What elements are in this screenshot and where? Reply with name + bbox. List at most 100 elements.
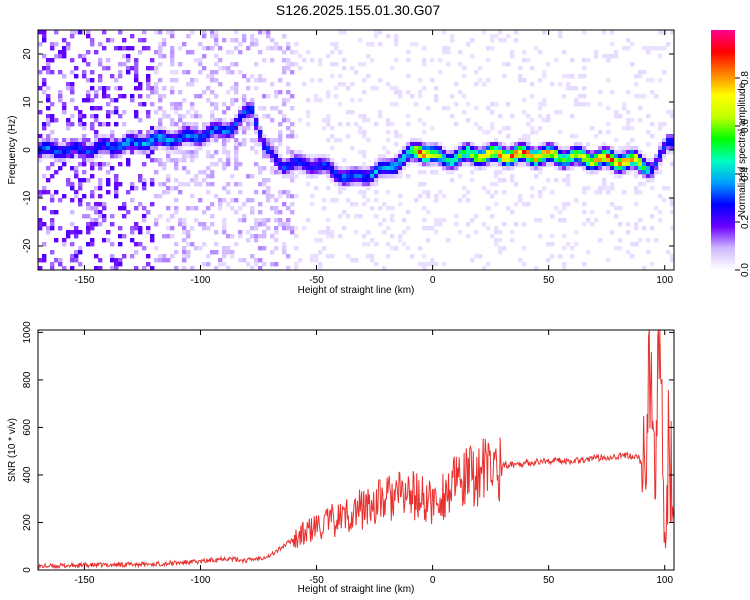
heatmap-cell: [54, 142, 59, 147]
heatmap-cell: [258, 222, 263, 227]
heatmap-cell: [638, 166, 643, 171]
heatmap-cell: [150, 126, 155, 131]
heatmap-cell: [502, 142, 507, 147]
heatmap-cell: [294, 134, 299, 139]
heatmap-cell: [286, 46, 291, 51]
heatmap-cell: [102, 146, 107, 151]
heatmap-cell: [582, 146, 587, 151]
heatmap-cell: [374, 178, 379, 183]
heatmap-cell: [586, 170, 591, 175]
heatmap-cell: [158, 194, 163, 199]
heatmap-cell: [70, 186, 75, 191]
heatmap-cell: [122, 206, 127, 211]
heatmap-cell: [350, 182, 355, 187]
heatmap-cell: [58, 166, 63, 171]
heatmap-cell: [154, 246, 159, 251]
heatmap-cell: [518, 78, 523, 83]
heatmap-cell: [166, 190, 171, 195]
heatmap-cell: [294, 150, 299, 155]
heatmap-cell: [610, 54, 615, 59]
heatmap-cell: [334, 178, 339, 183]
heatmap-cell: [410, 154, 415, 159]
heatmap-cell: [242, 214, 247, 219]
heatmap-cell: [670, 258, 675, 263]
heatmap-cell: [286, 206, 291, 211]
heatmap-cell: [46, 62, 51, 67]
heatmap-cell: [190, 126, 195, 131]
heatmap-cell: [410, 42, 415, 47]
spectrogram-x-label: Height of straight line (km): [298, 285, 415, 296]
heatmap-cell: [314, 238, 319, 243]
heatmap-cell: [494, 34, 499, 39]
heatmap-cell: [354, 122, 359, 127]
heatmap-cell: [70, 182, 75, 187]
heatmap-cell: [118, 146, 123, 151]
heatmap-cell: [114, 86, 119, 91]
heatmap-cell: [42, 122, 47, 127]
heatmap-cell: [278, 190, 283, 195]
heatmap-cell: [186, 234, 191, 239]
heatmap-cell: [374, 174, 379, 179]
heatmap-cell: [250, 106, 255, 111]
heatmap-cell: [266, 150, 271, 155]
heatmap-cell: [94, 130, 99, 135]
heatmap-cell: [38, 150, 43, 155]
heatmap-cell: [610, 202, 615, 207]
colorbar-tick-label: 0.6: [740, 119, 750, 133]
heatmap-cell: [174, 106, 179, 111]
heatmap-cell: [430, 262, 435, 267]
heatmap-cell: [666, 146, 671, 151]
heatmap-cell: [526, 122, 531, 127]
heatmap-cell: [650, 166, 655, 171]
heatmap-cell: [274, 158, 279, 163]
heatmap-cell: [658, 162, 663, 167]
heatmap-cell: [74, 146, 79, 151]
heatmap-cell: [178, 118, 183, 123]
heatmap-cell: [182, 134, 187, 139]
heatmap-cell: [570, 158, 575, 163]
heatmap-cell: [198, 198, 203, 203]
heatmap-cell: [54, 158, 59, 163]
heatmap-cell: [110, 150, 115, 155]
heatmap-cell: [366, 54, 371, 59]
heatmap-cell: [242, 126, 247, 131]
heatmap-cell: [598, 130, 603, 135]
heatmap-cell: [514, 182, 519, 187]
heatmap-cell: [250, 146, 255, 151]
heatmap-cell: [626, 154, 631, 159]
heatmap-cell: [598, 162, 603, 167]
heatmap-cell: [202, 90, 207, 95]
heatmap-cell: [130, 94, 135, 99]
heatmap-cell: [442, 154, 447, 159]
heatmap-cell: [426, 194, 431, 199]
heatmap-cell: [106, 102, 111, 107]
heatmap-cell: [210, 118, 215, 123]
heatmap-cell: [266, 94, 271, 99]
heatmap-cell: [386, 158, 391, 163]
heatmap-cell: [394, 58, 399, 63]
heatmap-cell: [538, 146, 543, 151]
heatmap-cell: [474, 70, 479, 75]
heatmap-cell: [90, 78, 95, 83]
heatmap-cell: [38, 222, 43, 227]
heatmap-cell: [42, 154, 47, 159]
heatmap-cell: [146, 154, 151, 159]
heatmap-cell: [510, 174, 515, 179]
heatmap-cell: [254, 162, 259, 167]
heatmap-cell: [146, 226, 151, 231]
heatmap-cell: [250, 122, 255, 127]
heatmap-cell: [114, 110, 119, 115]
heatmap-cell: [422, 206, 427, 211]
heatmap-cell: [266, 218, 271, 223]
heatmap-cell: [138, 142, 143, 147]
heatmap-cell: [158, 214, 163, 219]
heatmap-cell: [546, 146, 551, 151]
heatmap-cell: [98, 62, 103, 67]
heatmap-cell: [102, 90, 107, 95]
heatmap-cell: [206, 86, 211, 91]
heatmap-cell: [398, 170, 403, 175]
heatmap-cell: [42, 54, 47, 59]
heatmap-cell: [270, 46, 275, 51]
heatmap-cell: [238, 70, 243, 75]
